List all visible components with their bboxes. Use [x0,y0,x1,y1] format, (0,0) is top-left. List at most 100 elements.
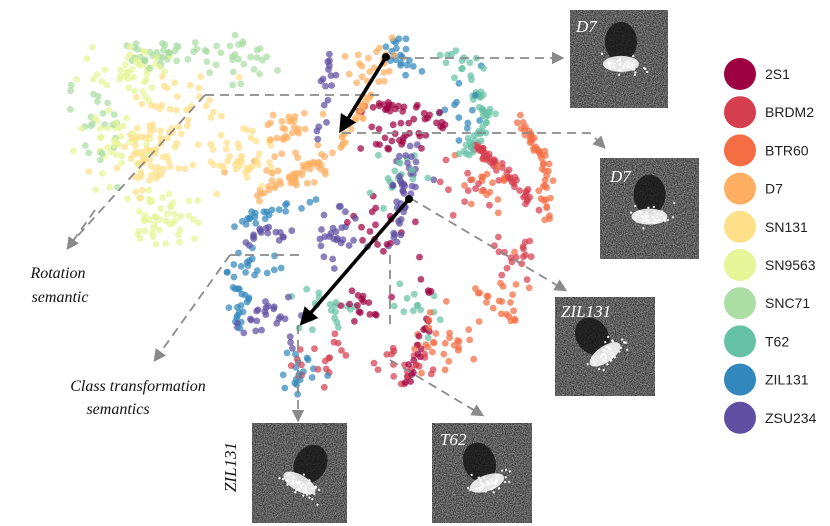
scatter-point-snc71 [94,98,101,105]
scatter-point-btr60 [535,187,543,195]
scatter-point-zsu234 [275,236,283,244]
scatter-point-snc71 [146,64,153,72]
scatter-point-snc71 [253,54,261,61]
scatter-point-d7 [273,134,281,142]
scatter-point-zil131 [312,196,320,203]
scatter-point-brdm2 [342,352,350,359]
scatter-point-snc71 [191,39,199,46]
scatter-point-2s1 [439,124,447,132]
scatter-point-sn9563 [162,217,170,225]
scatter-point-btr60 [478,187,486,195]
scatter-point-btr60 [418,369,425,377]
legend-label: ZSU234 [765,410,817,426]
scatter-point-2s1 [372,204,380,212]
scatter-point-d7 [267,119,274,127]
scatter-point-btr60 [498,298,506,305]
scatter-point-sn9563 [99,170,106,177]
scatter-point-sn131 [146,125,154,133]
scatter-point-sn9563 [185,197,193,205]
scatter-point-zil131 [295,370,303,378]
scatter-point-snc71 [247,53,255,61]
scatter-point-sn131 [207,140,215,148]
scatter-point-zsu234 [338,224,346,232]
scatter-point-sn9563 [176,238,183,246]
scatter-point-zsu234 [317,242,325,250]
legend-item-zil131: ZIL131 [724,363,809,396]
scatter-point-snc71 [97,156,104,164]
scatter-point-d7 [268,169,276,177]
scatter-point-2s1 [357,145,365,152]
sar-thumbnail-zil131-3: ZIL131 [221,423,347,523]
legend-label: SNC71 [765,295,810,311]
scatter-point-sn131 [113,164,121,172]
scatter-point-t62 [467,142,475,149]
scatter-point-brdm2 [331,330,339,338]
scatter-point-sn9563 [156,216,164,223]
class-transformation-annotation-pointer [153,254,231,363]
class-transformation-annotation: Class transformation semantics [70,378,210,418]
scatter-point-t62 [384,175,392,182]
scatter-point-btr60 [455,337,463,345]
scatter-point-btr60 [511,248,518,256]
scatter-point-sn131 [186,81,194,89]
scatter-point-snc71 [235,55,242,63]
scatter-point-2s1 [416,132,424,140]
scatter-point-t62 [326,301,334,308]
scatter-point-btr60 [494,196,502,203]
legend-swatch [724,96,756,129]
scatter-point-t62 [335,323,342,331]
scatter-point-sn131 [146,176,153,184]
scatter-point-d7 [291,113,299,120]
scatter-point-sn131 [147,163,155,170]
scatter-point-zsu234 [393,238,401,246]
scatter-point-btr60 [425,316,433,324]
scatter-point-sn9563 [156,226,163,234]
scatter-point-d7 [281,125,289,133]
scatter-point-sn131 [223,139,231,147]
scatter-point-2s1 [375,102,383,110]
scatter-point-sn131 [252,137,260,145]
scatter-point-zil131 [463,124,471,132]
scatter-point-zsu234 [284,293,292,301]
scatter-point-btr60 [455,344,463,351]
scatter-point-btr60 [445,357,453,365]
scatter-point-zsu234 [430,176,438,184]
scatter-point-zil131 [306,198,314,206]
scatter-point-btr60 [549,177,557,185]
scatter-point-sn131 [127,155,135,163]
scatter-point-brdm2 [505,166,513,174]
scatter-point-sn131 [159,153,167,161]
scatter-point-snc71 [259,56,266,64]
scatter-point-btr60 [540,197,548,204]
sar-target-return [283,471,316,495]
scatter-point-sn131 [241,168,249,176]
scatter-point-zil131 [281,384,289,392]
scatter-point-zil131 [263,269,271,277]
scatter-point-zil131 [277,264,285,272]
scatter-point-zsu234 [320,211,328,219]
scatter-point-sn9563 [148,84,156,91]
scatter-point-sn9563 [136,235,144,243]
scatter-point-sn9563 [139,88,147,96]
scatter-point-sn9563 [90,76,97,83]
scatter-point-btr60 [476,289,484,297]
scatter-point-sn9563 [136,59,144,67]
scatter-point-zil131 [234,303,241,311]
scatter-point-2s1 [388,293,395,301]
scatter-point-sn9563 [164,210,171,218]
scatter-point-zsu234 [393,198,400,206]
scatter-point-brdm2 [374,366,382,373]
scatter-point-sn131 [202,102,210,110]
scatter-point-zil131 [243,298,251,306]
scatter-point-snc71 [99,110,107,117]
scatter-point-d7 [357,106,365,114]
scatter-point-zsu234 [252,327,260,335]
scatter-point-2s1 [410,115,418,123]
scatter-point-sn131 [266,159,273,166]
scatter-point-brdm2 [322,365,330,373]
scatter-point-zil131 [242,269,250,276]
scatter-point-brdm2 [523,276,531,283]
scatter-point-zil131 [232,285,239,293]
scatter-point-sn131 [133,133,141,141]
scatter-point-zil131 [303,354,311,362]
